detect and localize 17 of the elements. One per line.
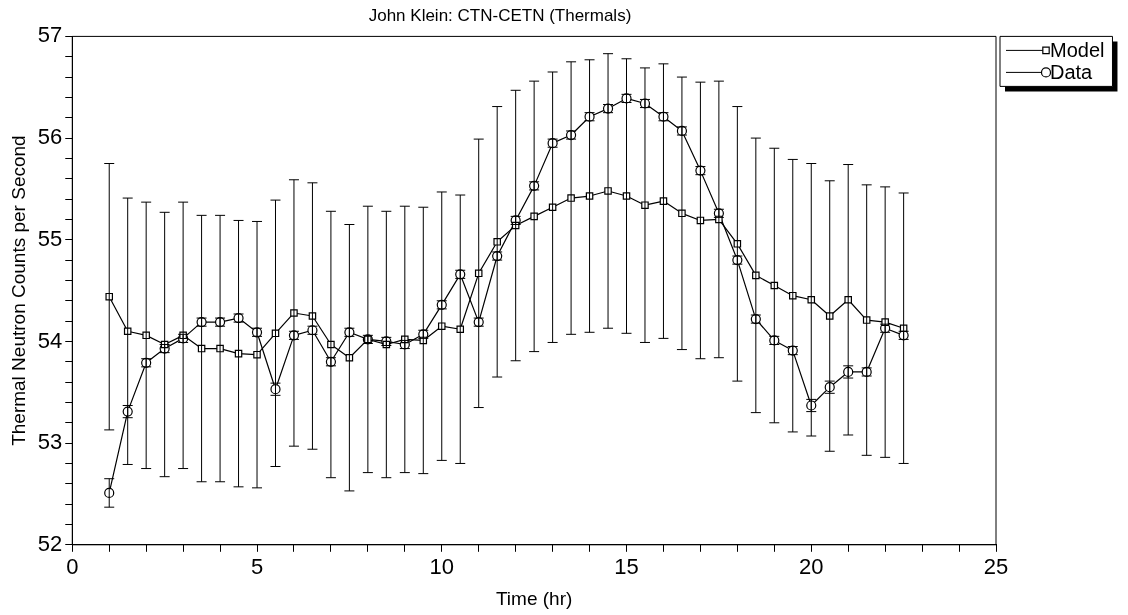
y-tick-label: 55 [37, 225, 63, 251]
y-tick-label: 54 [37, 327, 63, 353]
y-tick-label: 53 [37, 429, 63, 455]
y-tick-label: 56 [37, 124, 63, 150]
x-tick-label: 25 [983, 554, 1009, 580]
x-tick-label: 15 [614, 554, 639, 580]
x-axis-title: Time (hr) [495, 587, 573, 609]
x-tick-label: 0 [66, 554, 79, 580]
x-tick-label: 10 [429, 554, 454, 580]
x-tick-label: 20 [799, 554, 824, 580]
y-axis-title: Thermal Neutron Counts per Second [7, 135, 29, 446]
y-tick-label: 52 [37, 530, 63, 556]
legend-label: Data [1050, 60, 1094, 83]
y-tick-label: 57 [37, 22, 63, 48]
chart-title: John Klein: CTN-CETN (Thermals) [368, 5, 632, 25]
legend-label: Model [1050, 38, 1105, 61]
x-tick-label: 5 [250, 554, 264, 580]
